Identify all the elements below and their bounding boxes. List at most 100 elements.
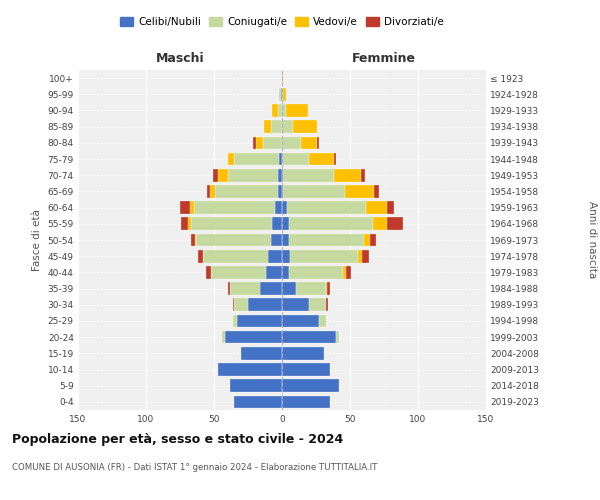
Bar [282, 120, 293, 133]
Bar [237, 314, 282, 328]
Bar [373, 218, 387, 230]
Bar [225, 331, 282, 344]
Bar [282, 266, 289, 278]
Bar [227, 282, 230, 295]
Bar [196, 234, 271, 246]
Bar [326, 282, 327, 295]
Bar [282, 282, 296, 295]
Bar [282, 185, 283, 198]
Bar [301, 136, 317, 149]
Bar [275, 202, 282, 214]
Bar [289, 218, 373, 230]
Bar [282, 218, 289, 230]
Bar [278, 169, 282, 181]
Bar [282, 169, 283, 181]
Bar [282, 380, 339, 392]
Bar [362, 250, 369, 262]
Bar [188, 218, 191, 230]
Bar [230, 380, 282, 392]
Bar [233, 314, 237, 328]
Bar [327, 282, 329, 295]
Bar [248, 298, 282, 311]
Bar [343, 266, 346, 278]
Bar [334, 169, 361, 181]
Bar [253, 136, 256, 149]
Bar [286, 104, 308, 117]
Bar [334, 152, 337, 166]
Bar [346, 266, 352, 278]
Bar [227, 152, 235, 166]
Bar [235, 396, 282, 408]
Bar [210, 185, 215, 198]
Bar [195, 234, 196, 246]
Bar [266, 266, 282, 278]
Bar [361, 169, 365, 181]
Bar [281, 88, 282, 101]
Bar [319, 314, 326, 328]
Bar [287, 202, 367, 214]
Bar [212, 169, 218, 181]
Bar [227, 169, 278, 181]
Bar [344, 185, 374, 198]
Bar [282, 298, 309, 311]
Bar [337, 331, 339, 344]
Bar [282, 347, 324, 360]
Bar [222, 331, 225, 344]
Text: Maschi: Maschi [155, 52, 205, 65]
Bar [374, 185, 379, 198]
Bar [282, 331, 337, 344]
Text: COMUNE DI AUSONIA (FR) - Dati ISTAT 1° gennaio 2024 - Elaborazione TUTTITALIA.IT: COMUNE DI AUSONIA (FR) - Dati ISTAT 1° g… [12, 462, 377, 471]
Bar [283, 88, 286, 101]
Bar [218, 169, 227, 181]
Bar [256, 136, 263, 149]
Bar [358, 250, 362, 262]
Bar [317, 136, 319, 149]
Bar [278, 185, 282, 198]
Bar [387, 202, 394, 214]
Bar [309, 152, 334, 166]
Bar [282, 363, 329, 376]
Bar [203, 250, 268, 262]
Bar [235, 298, 248, 311]
Bar [279, 88, 281, 101]
Bar [326, 298, 328, 311]
Bar [191, 218, 272, 230]
Bar [282, 136, 301, 149]
Bar [272, 104, 278, 117]
Bar [197, 250, 203, 262]
Bar [215, 185, 278, 198]
Text: Popolazione per età, sesso e stato civile - 2024: Popolazione per età, sesso e stato civil… [12, 432, 343, 446]
Bar [309, 298, 326, 311]
Legend: Celibi/Nubili, Coniugati/e, Vedovi/e, Divorziati/e: Celibi/Nubili, Coniugati/e, Vedovi/e, Di… [116, 12, 448, 32]
Bar [265, 120, 271, 133]
Bar [271, 120, 282, 133]
Bar [260, 282, 282, 295]
Bar [282, 314, 319, 328]
Bar [282, 152, 309, 166]
Bar [181, 218, 188, 230]
Bar [367, 202, 387, 214]
Bar [289, 234, 364, 246]
Bar [290, 250, 358, 262]
Bar [268, 250, 282, 262]
Text: Anni di nascita: Anni di nascita [587, 202, 597, 278]
Bar [282, 202, 287, 214]
Bar [282, 88, 283, 101]
Bar [180, 202, 190, 214]
Text: Femmine: Femmine [352, 52, 416, 65]
Bar [282, 104, 286, 117]
Bar [293, 120, 317, 133]
Bar [370, 234, 376, 246]
Bar [271, 234, 282, 246]
Bar [282, 72, 283, 85]
Bar [278, 104, 282, 117]
Bar [272, 218, 282, 230]
Bar [263, 136, 282, 149]
Bar [211, 266, 266, 278]
Bar [194, 202, 275, 214]
Bar [364, 234, 370, 246]
Y-axis label: Fasce di età: Fasce di età [32, 209, 42, 271]
Bar [289, 266, 343, 278]
Bar [283, 169, 334, 181]
Bar [206, 266, 211, 278]
